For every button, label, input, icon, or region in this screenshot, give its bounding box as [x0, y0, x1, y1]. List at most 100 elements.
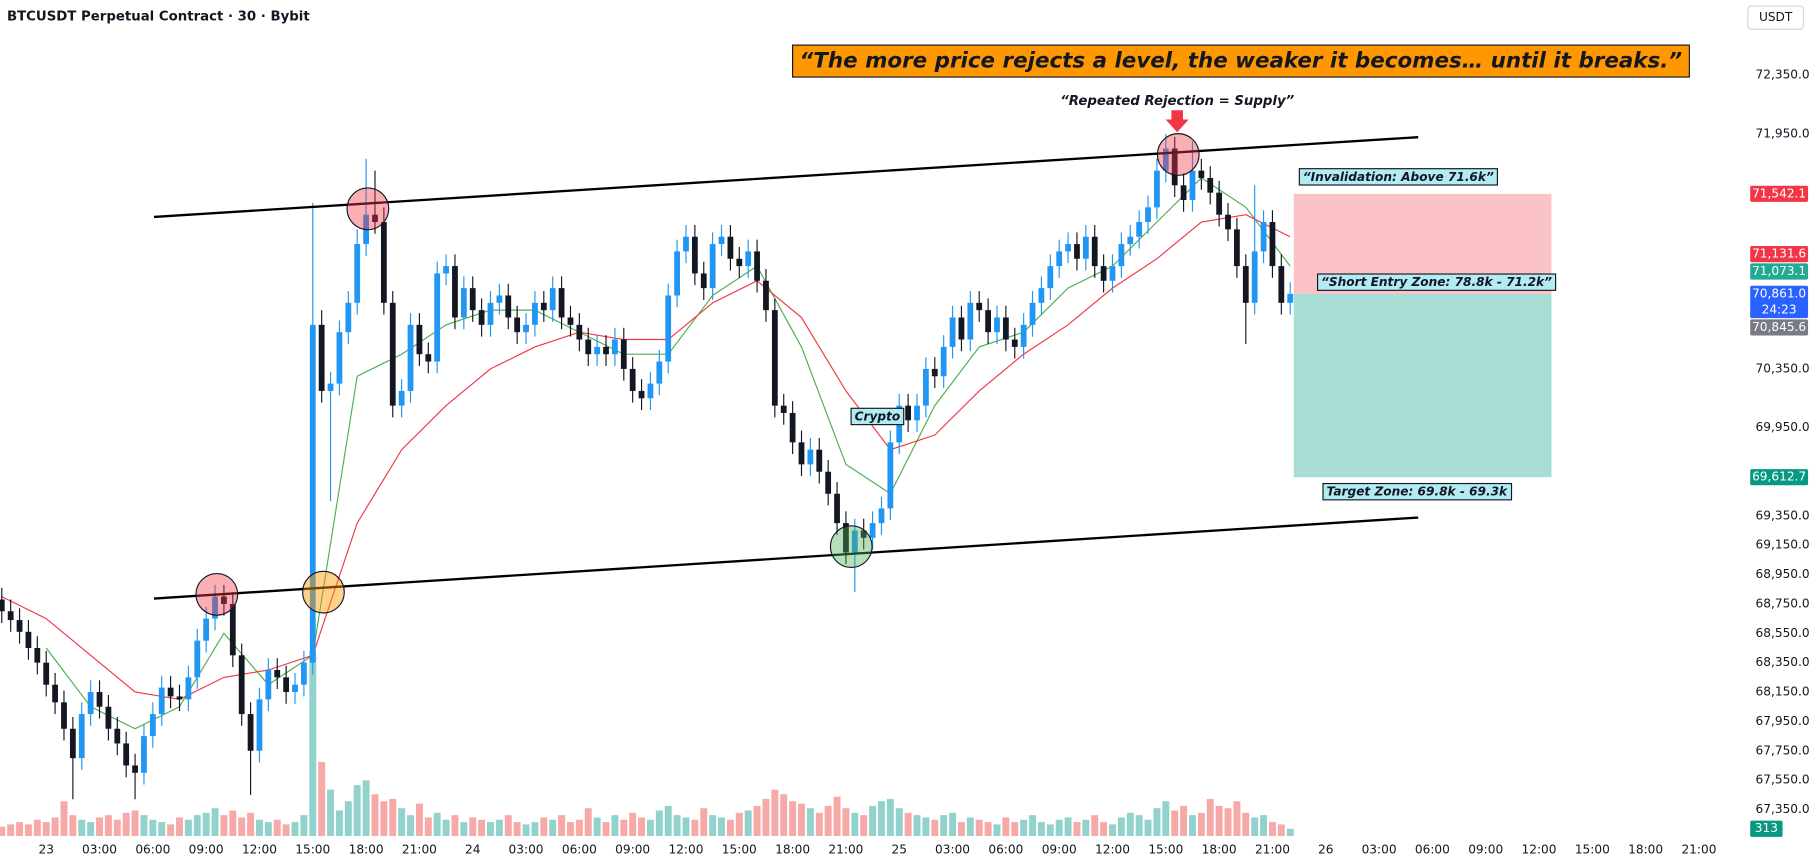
volume-bar	[211, 808, 219, 836]
candle-body	[43, 662, 50, 685]
volume-bar	[1180, 805, 1188, 836]
volume-bar	[931, 819, 939, 836]
y-tick-label: 67,350.0	[1756, 802, 1810, 816]
candle-body	[718, 236, 725, 245]
volume-bar	[824, 805, 832, 836]
candle-body	[443, 266, 449, 274]
y-tick-label: 69,150.0	[1756, 538, 1810, 552]
candle-body	[301, 662, 307, 685]
candle-body	[1225, 214, 1231, 230]
volume-bar	[1286, 828, 1294, 836]
x-tick-label: 12:00	[668, 842, 703, 856]
volume-bar	[202, 812, 210, 836]
volume-bar	[584, 808, 592, 836]
candle-body	[949, 317, 956, 347]
candle-body	[1038, 288, 1045, 303]
volume-bar	[878, 801, 885, 836]
volume-bar	[984, 822, 992, 836]
volume	[0, 650, 1294, 836]
candle-body	[1234, 229, 1240, 267]
price-tag-label: 71,131.6	[1752, 247, 1806, 261]
x-tick-label: 09:00	[1468, 842, 1503, 856]
candle-body	[585, 339, 592, 355]
volume-bar	[495, 819, 503, 836]
volume-bar	[255, 819, 263, 836]
zone	[1293, 293, 1552, 478]
candle-body	[61, 702, 67, 729]
volume-bar	[1100, 822, 1108, 836]
candle-body	[274, 670, 281, 678]
volume-bar	[1091, 815, 1099, 836]
volume-bar	[229, 810, 237, 836]
volume-bar	[327, 789, 335, 836]
y-tick-label: 69,350.0	[1756, 508, 1810, 522]
candle-body	[309, 324, 316, 663]
candle-body	[194, 640, 201, 678]
price-tag-label: 69,612.7	[1752, 470, 1806, 484]
candle-body	[665, 295, 672, 362]
volume-bar	[1073, 822, 1081, 836]
price-tag-label: 71,542.1	[1752, 186, 1806, 200]
candle-body	[683, 236, 689, 252]
x-tick-label: 09:00	[615, 842, 650, 856]
candle-body	[114, 728, 121, 744]
candle-body	[860, 530, 867, 538]
volume-bar	[638, 817, 646, 836]
volume-bar	[1109, 824, 1116, 836]
zones	[1293, 193, 1552, 478]
x-tick-label: 24	[465, 842, 481, 856]
volume-bar	[371, 794, 379, 836]
candle-body	[1207, 177, 1214, 193]
volume-bar	[789, 801, 797, 836]
volume-bar	[806, 808, 814, 836]
volume-bar	[264, 822, 272, 836]
x-tick-label: 21:00	[402, 842, 437, 856]
volume-bar	[487, 822, 494, 836]
price-tag	[1750, 263, 1809, 280]
candle-body	[523, 324, 529, 333]
volume-bar	[646, 819, 654, 836]
annotations: “The more price rejects a level, the wea…	[791, 44, 1690, 501]
volume-bar	[1251, 817, 1259, 836]
volume-bar	[87, 822, 95, 836]
trendlines	[153, 136, 1419, 600]
volume-bar	[1046, 824, 1054, 836]
candle-body	[25, 631, 32, 648]
volume-bar	[1197, 812, 1205, 836]
headline: “The more price rejects a level, the wea…	[800, 49, 1683, 74]
y-tick-label: 69,950.0	[1756, 420, 1810, 434]
candle-body	[1287, 293, 1294, 303]
note-box	[1298, 168, 1499, 186]
volume-bar	[629, 812, 637, 836]
volume-bar	[940, 815, 948, 836]
candle-body	[469, 288, 476, 311]
candle-body	[69, 728, 76, 759]
y-tick-label: 68,350.0	[1756, 655, 1810, 669]
x-tick-label: 09:00	[1042, 842, 1077, 856]
candle-body	[132, 765, 138, 773]
volume-bar	[1171, 810, 1179, 836]
price-tag	[1750, 185, 1809, 202]
candle-body	[0, 599, 5, 612]
candle-body	[221, 596, 227, 604]
candle-body	[612, 339, 618, 355]
volume-bar	[149, 819, 157, 836]
candle-body	[1180, 185, 1187, 200]
candle-body	[336, 332, 343, 384]
rejection-marker	[829, 525, 873, 569]
volume-bar	[69, 815, 77, 836]
candle-body	[1118, 244, 1125, 267]
candle-body	[887, 442, 894, 509]
candle-body	[558, 288, 565, 318]
volume-bar	[1277, 824, 1285, 836]
candle-body	[176, 696, 183, 700]
volume-bar	[664, 805, 672, 836]
volume-bar	[1260, 815, 1268, 836]
candles	[0, 133, 1294, 800]
candle-body	[603, 346, 609, 355]
candle-body	[567, 317, 574, 325]
volume-bar	[469, 817, 477, 836]
candle-body	[994, 317, 1000, 333]
candle-body	[372, 214, 378, 223]
